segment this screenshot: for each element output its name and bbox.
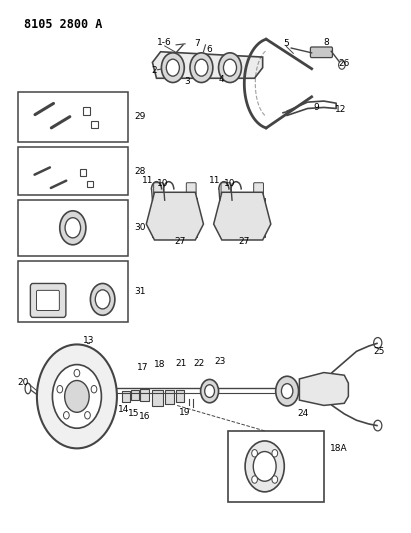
Circle shape bbox=[85, 411, 90, 419]
Text: 5: 5 bbox=[284, 39, 289, 49]
Text: 12: 12 bbox=[335, 104, 347, 114]
Circle shape bbox=[205, 385, 215, 398]
Circle shape bbox=[252, 476, 257, 483]
Ellipse shape bbox=[25, 383, 31, 394]
Circle shape bbox=[282, 384, 293, 399]
FancyBboxPatch shape bbox=[221, 183, 231, 195]
Polygon shape bbox=[214, 192, 271, 240]
Text: 21: 21 bbox=[175, 359, 187, 367]
Circle shape bbox=[37, 344, 117, 448]
Circle shape bbox=[252, 449, 257, 457]
Circle shape bbox=[74, 369, 80, 377]
Bar bbox=[87, 181, 93, 188]
Circle shape bbox=[245, 441, 284, 492]
Text: 29: 29 bbox=[134, 112, 145, 121]
Text: 26: 26 bbox=[339, 60, 350, 68]
Text: 24: 24 bbox=[298, 409, 309, 418]
Bar bbox=[228, 431, 324, 503]
FancyBboxPatch shape bbox=[30, 284, 66, 317]
Bar bbox=[140, 389, 149, 401]
Text: 20: 20 bbox=[17, 377, 29, 386]
Bar bbox=[80, 169, 86, 176]
FancyBboxPatch shape bbox=[254, 183, 263, 195]
Text: 9: 9 bbox=[314, 103, 319, 112]
Bar bbox=[18, 147, 128, 195]
Circle shape bbox=[57, 385, 63, 393]
Text: 27: 27 bbox=[239, 237, 250, 246]
Text: 22: 22 bbox=[194, 359, 205, 367]
FancyBboxPatch shape bbox=[154, 183, 164, 195]
Polygon shape bbox=[146, 192, 203, 240]
Bar bbox=[122, 391, 130, 402]
Circle shape bbox=[276, 376, 298, 406]
Circle shape bbox=[272, 449, 278, 457]
Bar bbox=[91, 120, 98, 128]
Circle shape bbox=[190, 53, 213, 83]
Text: 7: 7 bbox=[194, 39, 200, 49]
Bar bbox=[83, 108, 90, 115]
Polygon shape bbox=[299, 373, 349, 406]
Circle shape bbox=[162, 53, 184, 83]
Text: 28: 28 bbox=[134, 166, 145, 175]
Text: 17: 17 bbox=[136, 363, 148, 372]
Circle shape bbox=[253, 451, 276, 481]
Text: 15: 15 bbox=[128, 409, 140, 418]
Text: 27: 27 bbox=[174, 237, 185, 246]
Text: 1-6: 1-6 bbox=[157, 38, 172, 47]
Bar bbox=[165, 390, 175, 405]
Text: 8: 8 bbox=[323, 38, 329, 47]
Bar bbox=[152, 390, 163, 407]
Text: 18: 18 bbox=[154, 360, 166, 369]
Bar bbox=[18, 92, 128, 142]
Polygon shape bbox=[152, 52, 263, 78]
Text: 19: 19 bbox=[178, 408, 190, 417]
Bar bbox=[152, 198, 197, 237]
FancyBboxPatch shape bbox=[37, 290, 59, 311]
Bar bbox=[220, 198, 265, 237]
Circle shape bbox=[90, 284, 115, 316]
Circle shape bbox=[60, 211, 86, 245]
Circle shape bbox=[65, 217, 81, 238]
Circle shape bbox=[219, 53, 241, 83]
Text: 10: 10 bbox=[157, 179, 169, 188]
Circle shape bbox=[91, 385, 97, 393]
Circle shape bbox=[272, 476, 278, 483]
Bar bbox=[18, 261, 128, 322]
FancyBboxPatch shape bbox=[186, 183, 196, 195]
Circle shape bbox=[63, 411, 69, 419]
Text: 14: 14 bbox=[118, 405, 129, 414]
Text: 4: 4 bbox=[219, 75, 225, 84]
Text: 3: 3 bbox=[184, 77, 190, 86]
Circle shape bbox=[53, 365, 102, 428]
FancyBboxPatch shape bbox=[310, 47, 332, 58]
Bar bbox=[176, 390, 184, 402]
Circle shape bbox=[95, 290, 110, 309]
Text: 30: 30 bbox=[134, 223, 145, 232]
Circle shape bbox=[374, 420, 382, 431]
Text: 23: 23 bbox=[214, 358, 226, 367]
Circle shape bbox=[339, 61, 345, 69]
Circle shape bbox=[224, 59, 236, 76]
Text: 11: 11 bbox=[209, 176, 220, 185]
Text: 8105 2800 A: 8105 2800 A bbox=[24, 18, 102, 31]
Text: 6: 6 bbox=[207, 45, 212, 54]
Text: 2: 2 bbox=[152, 66, 157, 75]
Circle shape bbox=[374, 337, 382, 348]
Text: 31: 31 bbox=[134, 287, 145, 296]
Text: 13: 13 bbox=[83, 336, 95, 345]
Text: 16: 16 bbox=[139, 411, 151, 421]
Bar bbox=[131, 390, 139, 400]
Text: 10: 10 bbox=[224, 179, 236, 188]
Circle shape bbox=[201, 379, 219, 403]
Circle shape bbox=[65, 381, 89, 413]
Text: 25: 25 bbox=[373, 347, 385, 356]
Circle shape bbox=[195, 59, 208, 76]
Bar bbox=[18, 200, 128, 256]
Text: 11: 11 bbox=[142, 176, 153, 185]
Text: 18A: 18A bbox=[330, 445, 348, 453]
Circle shape bbox=[166, 59, 179, 76]
